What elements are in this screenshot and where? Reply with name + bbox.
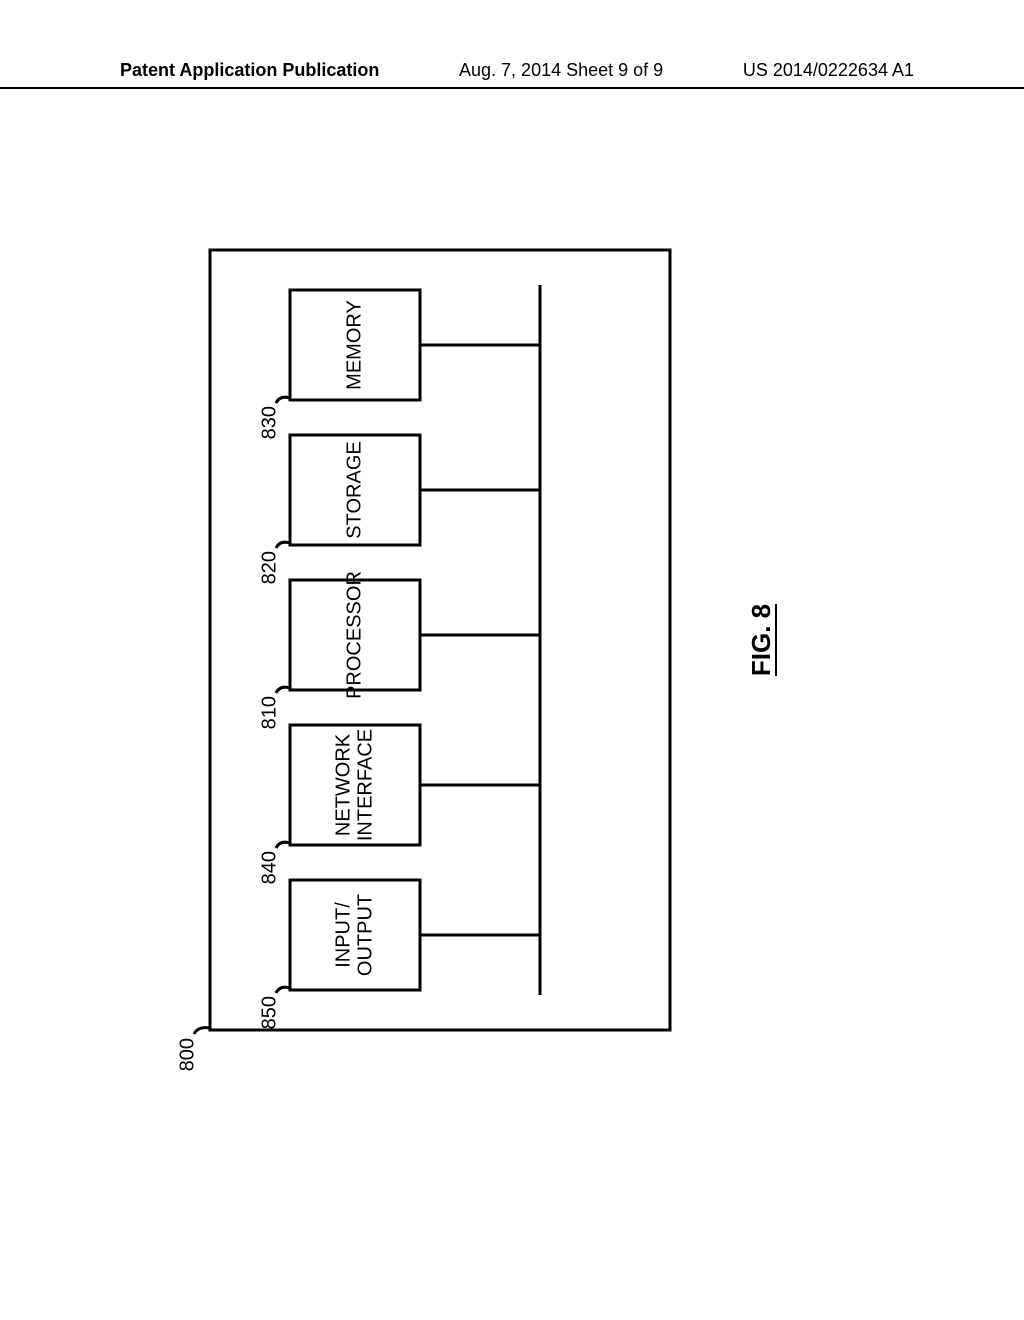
block-label-820-0: STORAGE [343,441,365,538]
ref-lead-820 [276,542,290,548]
page-header: Patent Application Publication Aug. 7, 2… [0,60,1024,89]
figure-svg: 800 INPUT/OUTPUT 850 NETWORKINTERFACE 840 PRO… [150,190,870,1090]
ref-label-830: 830 [258,406,280,439]
ref-label-810: 810 [258,696,280,729]
figure-rotated-wrap: 800 INPUT/OUTPUT 850 NETWORKINTERFACE 840 PRO… [150,190,870,1090]
block-label-850-0: INPUT/ [332,902,354,968]
block-label-830-0: MEMORY [343,300,365,390]
ref-lead-840 [276,842,290,848]
ref-label-840: 840 [258,851,280,884]
block-label-810-0: PROCESSOR [343,571,365,699]
ref-label-800: 800 [176,1038,198,1071]
block-label-840-1: INTERFACE [354,729,376,841]
ref-lead-800 [194,1028,210,1034]
header-center: Aug. 7, 2014 Sheet 9 of 9 [459,60,663,81]
figure-area: 800 INPUT/OUTPUT 850 NETWORKINTERFACE 840 PRO… [150,190,870,1090]
figure-caption: FIG. 8 [746,604,776,676]
page: Patent Application Publication Aug. 7, 2… [0,0,1024,1320]
header-right: US 2014/0222634 A1 [743,60,914,81]
ref-lead-830 [276,397,290,403]
block-label-840-0: NETWORK [332,733,354,836]
ref-label-850: 850 [258,996,280,1029]
system-container [210,250,670,1030]
header-left: Patent Application Publication [120,60,379,81]
ref-label-820: 820 [258,551,280,584]
ref-lead-850 [276,987,290,993]
block-label-850-1: OUTPUT [354,894,376,976]
ref-lead-810 [276,687,290,693]
